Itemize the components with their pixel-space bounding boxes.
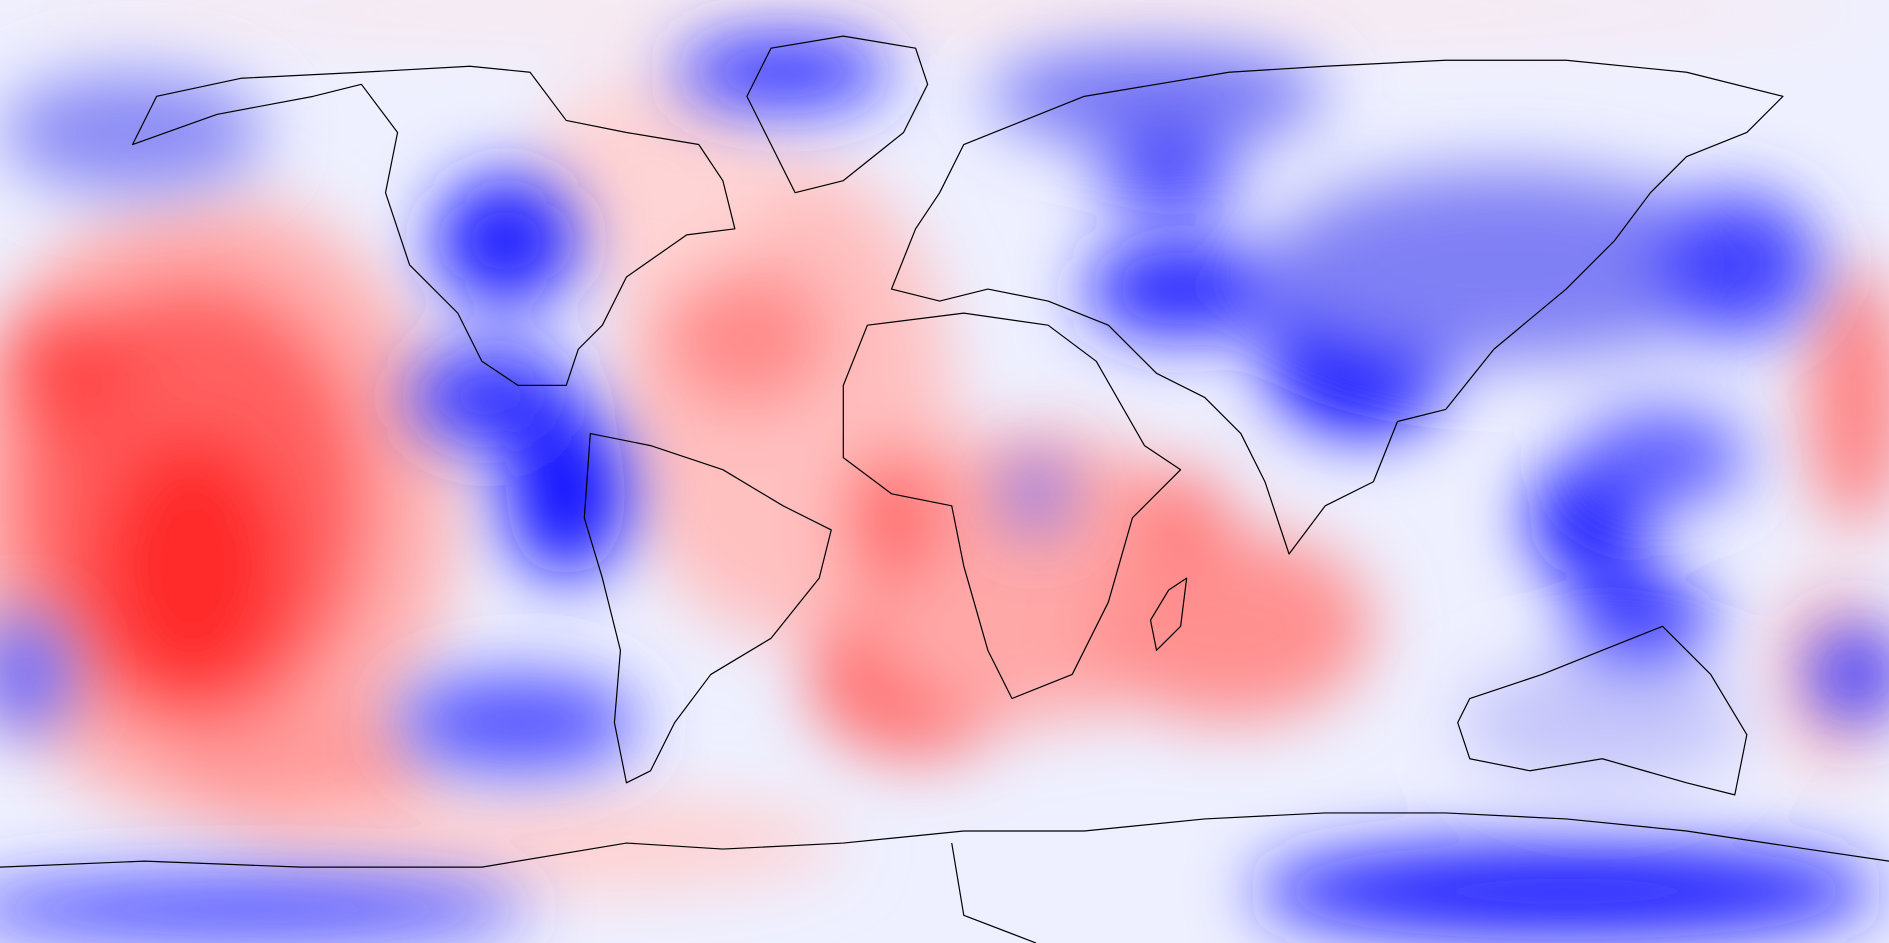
south-america-coast (583, 432, 832, 784)
cool-region (1566, 578, 1711, 675)
cool-region (1807, 626, 1889, 723)
antarctic-boundary (951, 842, 1037, 943)
cool-region (0, 72, 266, 193)
cool-region (397, 674, 639, 771)
coastlines (0, 35, 1889, 943)
warm-anomalies (0, 0, 1889, 892)
cool-region (1457, 662, 1747, 783)
cool-region (0, 879, 530, 940)
warm-region (168, 710, 434, 831)
warm-region (843, 445, 940, 591)
warm-region (0, 301, 145, 446)
cool-region (674, 36, 892, 109)
cool-region (1084, 240, 1278, 338)
warm-region (530, 72, 772, 290)
cool-anomalies (0, 36, 1889, 940)
cool-region (0, 614, 73, 735)
greenland-coast (746, 35, 929, 194)
cool-region (1650, 192, 1820, 338)
cool-region (1252, 843, 1880, 940)
warm-region (662, 264, 832, 410)
warm-region (1807, 264, 1889, 530)
warm-region (1132, 469, 1229, 567)
madagascar-coast (1149, 577, 1188, 651)
australia-coast (1457, 625, 1748, 796)
africa-coast (842, 312, 1182, 700)
cool-region (1005, 457, 1067, 530)
cool-region (1096, 144, 1241, 205)
cool-region (1264, 168, 1747, 362)
antarctica-coast (0, 812, 1889, 868)
cool-region (433, 174, 579, 308)
cool-region (987, 48, 1326, 145)
warm-region (240, 794, 844, 892)
north-america-coast (131, 65, 736, 386)
eurasia-coast (890, 59, 1784, 555)
warm-region (1084, 529, 1374, 723)
cool-region (505, 409, 627, 579)
warm-region (0, 0, 1880, 34)
warm-region (96, 433, 290, 699)
cool-region (1578, 409, 1747, 506)
